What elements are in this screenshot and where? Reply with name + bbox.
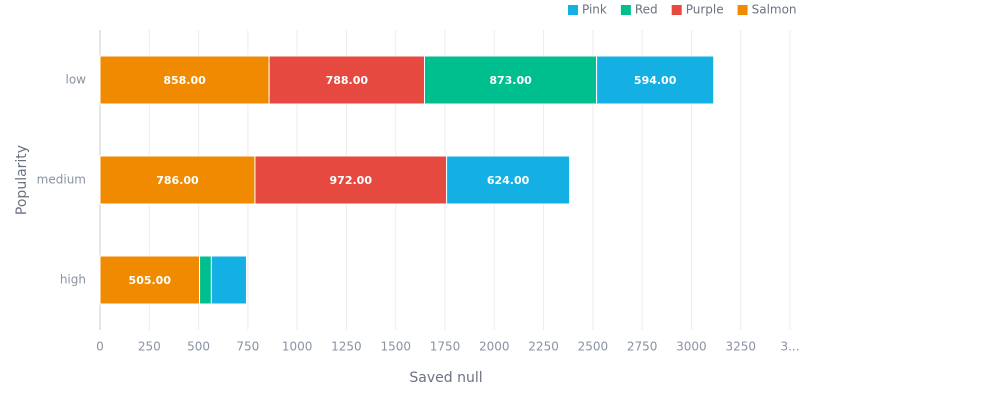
data-label: 788.00 bbox=[326, 74, 369, 87]
legend-label: Purple bbox=[686, 3, 724, 17]
x-axis-title: Saved null bbox=[409, 370, 482, 386]
bar-segment bbox=[199, 255, 212, 305]
legend-label: Red bbox=[635, 3, 658, 17]
x-tick-label: 3250 bbox=[725, 340, 756, 354]
x-tick-label: 2250 bbox=[528, 340, 559, 354]
data-label: 786.00 bbox=[156, 174, 199, 187]
x-tick-label: 1250 bbox=[331, 340, 362, 354]
y-tick-label: high bbox=[60, 273, 86, 287]
x-tick-label: 3... bbox=[780, 340, 799, 354]
x-tick-label: 2750 bbox=[627, 340, 658, 354]
legend-label: Salmon bbox=[752, 3, 797, 17]
bar-segment bbox=[596, 55, 715, 105]
x-tick-label: 1750 bbox=[430, 340, 461, 354]
bar-segment bbox=[99, 55, 270, 105]
data-label: 594.00 bbox=[634, 74, 677, 87]
data-label: 624.00 bbox=[487, 174, 530, 187]
bar-segment bbox=[210, 255, 247, 305]
x-tick-label: 500 bbox=[187, 340, 210, 354]
x-tick-label: 1500 bbox=[380, 340, 411, 354]
legend-swatch bbox=[568, 5, 578, 15]
x-tick-label: 2500 bbox=[578, 340, 609, 354]
data-label: 505.00 bbox=[129, 274, 172, 287]
legend-label: Pink bbox=[582, 3, 607, 17]
x-tick-label: 750 bbox=[236, 340, 259, 354]
x-tick-label: 2000 bbox=[479, 340, 510, 354]
x-tick-label: 0 bbox=[96, 340, 104, 354]
y-tick-label: low bbox=[66, 73, 87, 87]
data-label: 972.00 bbox=[330, 174, 373, 187]
data-label: 858.00 bbox=[163, 74, 206, 87]
y-axis-title: Popularity bbox=[14, 145, 30, 215]
bar-segment bbox=[254, 155, 448, 205]
bar-segment bbox=[99, 255, 201, 305]
legend-swatch bbox=[737, 5, 748, 15]
legend-swatch bbox=[620, 5, 631, 15]
bar-segment bbox=[446, 155, 571, 205]
x-tick-label: 1000 bbox=[282, 340, 313, 354]
legend-swatch bbox=[671, 5, 682, 15]
x-tick-label: 3000 bbox=[676, 340, 707, 354]
x-tick-label: 250 bbox=[138, 340, 161, 354]
bar-segment bbox=[99, 155, 256, 205]
y-tick-label: medium bbox=[37, 173, 86, 187]
bar-segment bbox=[423, 55, 598, 105]
data-label: 873.00 bbox=[489, 74, 532, 87]
